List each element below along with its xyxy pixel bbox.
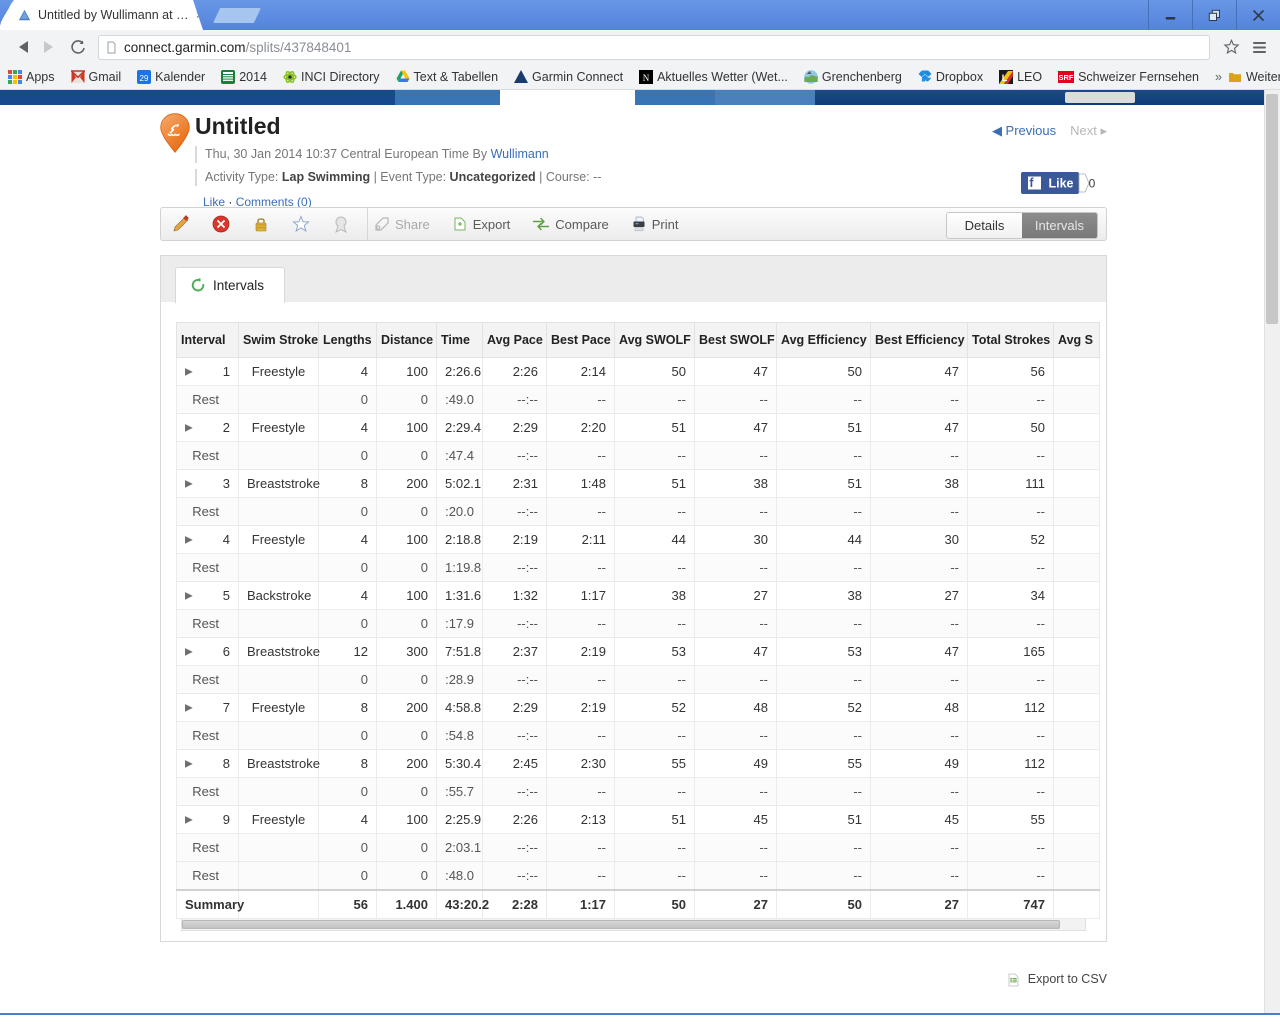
svg-text:N: N bbox=[643, 73, 650, 83]
svg-text:Like: Like bbox=[1048, 177, 1073, 191]
svg-text:SRF: SRF bbox=[1059, 73, 1074, 82]
svg-text:29: 29 bbox=[140, 74, 149, 83]
svg-text:0: 0 bbox=[1089, 177, 1096, 191]
svg-text:L: L bbox=[1002, 73, 1008, 83]
